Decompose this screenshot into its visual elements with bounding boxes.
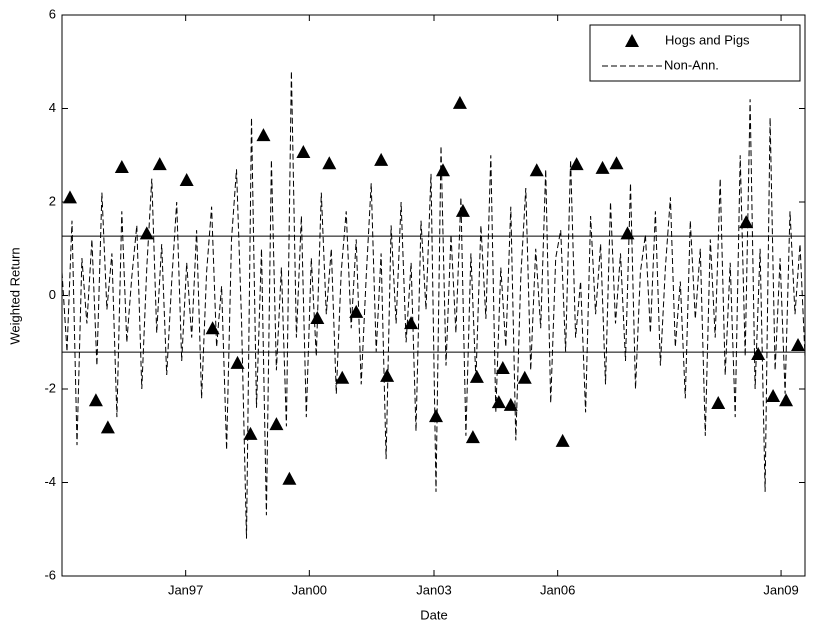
triangle-marker [455,203,470,217]
triangle-marker [595,160,610,174]
triangle-marker [503,397,518,411]
legend-marker [625,34,639,47]
x-axis-label: Date [420,607,447,622]
triangle-marker [243,426,258,440]
triangle-marker [428,409,443,423]
x-tick-label: Jan97 [168,582,203,597]
triangle-marker [465,430,480,444]
x-tick-label: Jan09 [763,582,798,597]
triangle-marker [495,360,510,374]
triangle-marker [310,310,325,324]
y-tick-label: -6 [44,567,56,582]
legend-box [589,24,801,82]
y-tick-label: -4 [44,474,56,489]
y-tick-label: 4 [49,100,56,115]
legend-label: Non-Ann. [664,57,719,72]
triangle-marker [517,370,532,384]
y-tick-label: 2 [49,193,56,208]
triangle-marker [435,163,450,177]
triangle-marker [88,393,103,407]
triangle-marker [469,369,484,383]
triangle-marker [711,396,726,410]
y-tick-label: 6 [49,6,56,21]
y-axis-label: Weighted Return [7,247,22,344]
triangle-marker [620,226,635,240]
plot-area [62,15,805,576]
triangle-marker [491,395,506,409]
triangle-marker [230,355,245,369]
triangle-marker [452,95,467,109]
x-tick-label: Jan00 [292,582,327,597]
triangle-marker [791,338,806,352]
triangle-marker [739,215,754,229]
triangle-marker [256,128,271,142]
y-tick-label: 0 [49,287,56,302]
triangle-marker [205,321,220,335]
triangle-marker [179,173,194,187]
triangle-marker [751,346,766,360]
x-tick-label: Jan06 [540,582,575,597]
triangle-marker [322,156,337,170]
triangle-marker [335,370,350,384]
legend-label: Hogs and Pigs [665,32,750,47]
triangle-marker [374,152,389,166]
triangle-marker [766,389,781,403]
triangle-marker [555,433,570,447]
triangle-marker [100,420,115,434]
triangle-marker [404,316,419,330]
y-tick-label: -2 [44,380,56,395]
triangle-marker [62,190,77,204]
triangle-marker [296,144,311,158]
triangle-marker [114,159,129,173]
x-tick-label: Jan03 [416,582,451,597]
triangle-marker [349,304,364,318]
triangle-marker [152,157,167,171]
triangle-marker [609,156,624,170]
triangle-marker [779,393,794,407]
triangle-marker [380,368,395,382]
triangle-marker [269,417,284,431]
triangle-marker [282,471,297,485]
triangle-marker [529,163,544,177]
triangle-marker [139,226,154,240]
line-series [61,71,806,539]
triangle-marker [569,157,584,171]
